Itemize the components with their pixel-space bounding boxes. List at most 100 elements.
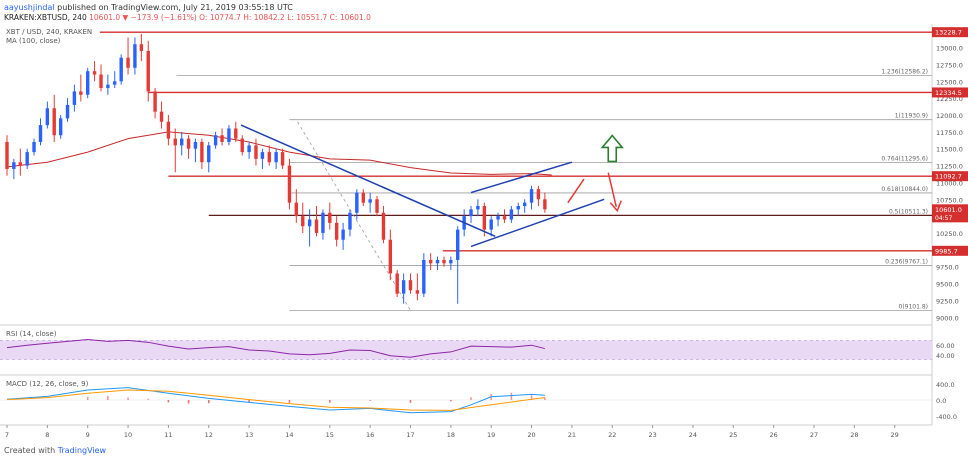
x-tick-label: 16	[366, 431, 374, 439]
x-tick-label: 15	[326, 431, 334, 439]
bearish-arrow-head	[609, 200, 622, 213]
bear-candle	[254, 145, 258, 159]
fib-label: 0.5(10511.3)	[889, 208, 928, 215]
bull-candle	[207, 145, 211, 163]
rsi-tick-label: 60.00	[936, 342, 955, 350]
bar-countdown-label: 04:57	[935, 215, 952, 222]
bull-candle	[274, 152, 278, 163]
bull-candle	[58, 118, 63, 136]
bull-candle	[307, 219, 312, 227]
bear-candle	[220, 135, 224, 142]
bull-candle	[435, 259, 440, 264]
bull-candle	[509, 209, 514, 220]
fib-label: 0.764(11295.6)	[881, 155, 928, 162]
macd-histogram-bar	[530, 395, 533, 400]
footer: Created with TradingView	[4, 446, 106, 455]
bear-candle	[388, 239, 393, 274]
macd-histogram-bar	[187, 400, 190, 404]
bear-candle	[159, 111, 164, 122]
bull-candle	[45, 108, 50, 126]
x-tick-label: 19	[487, 431, 495, 439]
bear-candle	[428, 259, 433, 264]
bull-candle	[456, 229, 460, 260]
bull-candle	[462, 216, 466, 230]
rsi-tick-label: 40.00	[936, 352, 955, 360]
footer-prefix: Created with	[4, 446, 56, 455]
bear-candle	[153, 91, 157, 112]
x-tick-label: 22	[608, 431, 616, 439]
x-tick-label: 24	[689, 431, 697, 439]
bear-candle	[408, 280, 413, 291]
macd-histogram-bar	[207, 400, 210, 404]
fib-label: 0.618(10844.0)	[881, 186, 928, 193]
bull-candle	[401, 280, 406, 294]
bear-candle	[99, 74, 103, 89]
macd-tick-label: -400.0	[936, 413, 957, 421]
bull-candle	[368, 199, 372, 203]
level-price-label: 9985.7	[935, 247, 958, 255]
bull-candle	[133, 44, 137, 68]
symbol-info: KRAKEN:XBTUSD, 240 10601.0 ▼ −173.9 (−1.…	[4, 13, 371, 22]
y-tick-label: 10250.0	[936, 230, 963, 238]
bear-candle	[375, 199, 379, 213]
y-tick-label: 11250.0	[936, 163, 963, 171]
x-tick-label: 14	[285, 431, 293, 439]
x-tick-label: 26	[770, 431, 778, 439]
macd-histogram-bar	[369, 400, 371, 401]
bear-candle	[146, 50, 150, 92]
level-price-label: 11092.7	[935, 173, 962, 181]
macd-histogram-bar	[107, 396, 109, 400]
bull-candle	[341, 229, 345, 240]
x-tick-label: 8	[45, 431, 49, 439]
macd-signal-line	[6, 389, 545, 411]
x-tick-label: 9	[86, 431, 90, 439]
bull-candle	[193, 141, 198, 149]
bull-candle	[25, 152, 29, 166]
macd-line	[6, 387, 545, 414]
bear-candle	[126, 57, 130, 68]
macd-tick-label: 400.0	[936, 381, 955, 389]
bull-candle	[422, 259, 426, 294]
bull-candle	[119, 57, 123, 82]
level-price-tag	[932, 171, 968, 182]
legend-rsi: RSI (14, close)	[6, 330, 57, 338]
macd-histogram-bar	[248, 400, 250, 403]
price-projection-line	[567, 178, 585, 204]
publish-info: published on TradingView.com, July 21, 2…	[57, 3, 293, 12]
bull-candle	[32, 141, 36, 153]
author-link[interactable]: aayushjindal	[4, 3, 55, 12]
bear-candle	[166, 121, 171, 139]
bear-candle	[442, 259, 446, 264]
legend-ma: MA (100, close)	[6, 37, 61, 45]
bull-candle	[113, 81, 117, 85]
bull-candle	[72, 91, 77, 105]
bear-candle	[240, 138, 244, 153]
bear-candle	[334, 222, 339, 240]
tradingview-logo[interactable]: TradingView	[57, 446, 107, 455]
y-tick-label: 11000.0	[936, 179, 963, 187]
y-tick-label: 11750.0	[936, 129, 963, 137]
macd-histogram-bar	[147, 398, 150, 400]
bear-candle	[294, 202, 299, 217]
x-tick-label: 21	[568, 431, 576, 439]
x-tick-label: 25	[729, 431, 737, 439]
x-tick-label: 27	[810, 431, 818, 439]
bullish-arrow	[600, 134, 624, 163]
bear-candle	[536, 189, 541, 200]
fib-label: 0(9101.8)	[899, 303, 929, 310]
macd-histogram-bar	[510, 392, 513, 400]
bear-candle	[267, 152, 271, 163]
bear-candle	[482, 206, 487, 230]
bear-candle	[92, 71, 97, 75]
bull-candle	[516, 206, 520, 210]
rsi-line	[6, 338, 545, 358]
channel-lower	[470, 198, 605, 248]
level-price-label: 13228.7	[935, 29, 962, 37]
fib-label: 1.236(12586.2)	[881, 68, 928, 75]
macd-histogram-bar	[288, 400, 291, 403]
bear-candle	[52, 108, 56, 136]
bear-candle	[234, 128, 238, 139]
y-tick-label: 10500.0	[936, 213, 963, 221]
